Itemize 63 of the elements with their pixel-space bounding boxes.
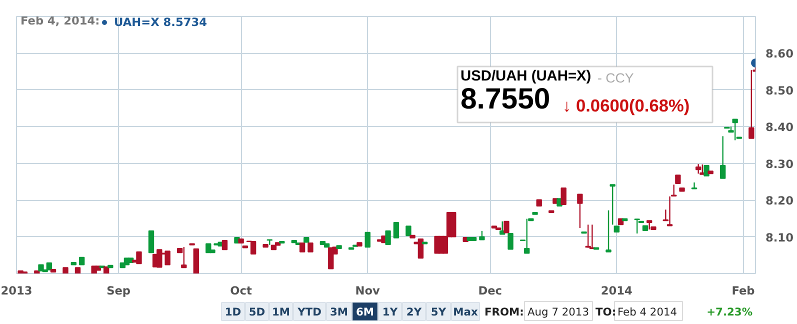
text: 3M xyxy=(330,306,348,318)
legend-label: UAH=X 8.5734 xyxy=(114,15,207,29)
text: YTD xyxy=(296,306,322,318)
y-tick-label: 8.50 xyxy=(766,83,794,98)
candlestick xyxy=(504,220,510,234)
text: 5D xyxy=(248,306,266,318)
candlestick xyxy=(524,218,530,254)
candlestick xyxy=(720,136,726,180)
text: FROM: xyxy=(484,306,524,318)
candlestick xyxy=(585,224,591,248)
candlestick xyxy=(577,194,583,229)
candlestick xyxy=(418,238,424,259)
candlestick xyxy=(606,210,612,252)
x-tick-label: Feb xyxy=(732,284,755,298)
text: 1Y xyxy=(382,306,398,318)
text: 5Y xyxy=(430,306,446,318)
candlestick xyxy=(666,196,673,226)
candlestick xyxy=(393,222,400,238)
x-tick-label: Dec xyxy=(478,284,502,298)
annotation: USD/UAH (UAH=X) xyxy=(460,68,592,84)
candlestick xyxy=(406,226,412,236)
text: Max xyxy=(453,306,478,318)
y-tick-label: 8.10 xyxy=(766,230,794,244)
candlestick xyxy=(691,182,698,190)
candlestick xyxy=(704,165,710,176)
candlestick xyxy=(646,220,652,230)
text: 1M xyxy=(272,306,290,318)
text: 6M xyxy=(356,306,374,318)
x-tick-label: Sep xyxy=(106,284,131,298)
candlestick xyxy=(181,246,187,268)
annotation: ↓ 0.0600(0.68%) xyxy=(562,96,690,116)
y-tick-label: 8.30 xyxy=(766,156,794,171)
text: 1D xyxy=(224,306,242,318)
text: TO: xyxy=(596,306,616,318)
x-tick-label: Nov xyxy=(355,284,381,298)
candlestick xyxy=(222,240,228,250)
candlestick xyxy=(364,232,370,248)
candlestick xyxy=(748,70,754,139)
candlestick xyxy=(695,163,702,174)
text: +7.23% xyxy=(706,306,753,318)
candlestick xyxy=(670,184,677,197)
text: Aug 7 2013 xyxy=(528,306,589,318)
y-tick-label: 8.40 xyxy=(766,120,794,134)
candlestick xyxy=(508,232,514,250)
y-tick-label: 8.20 xyxy=(766,194,794,208)
candlestick xyxy=(136,251,142,264)
candlestick xyxy=(148,230,154,254)
x-tick-label: 2013 xyxy=(0,284,32,298)
candlestick xyxy=(634,218,640,234)
annotation: 8.7550 xyxy=(460,82,550,116)
candlestick xyxy=(732,118,738,141)
y-tick-label: 8.60 xyxy=(766,46,794,61)
x-tick-label: 2014 xyxy=(600,284,633,298)
candlestick xyxy=(560,187,566,205)
text: 2Y xyxy=(406,306,422,318)
candlestick xyxy=(385,230,391,245)
x-tick-label: Oct xyxy=(230,284,253,298)
text: Feb 4 2014 xyxy=(618,306,678,318)
candlestick xyxy=(610,184,616,226)
candlestick xyxy=(328,247,334,270)
candlestick xyxy=(164,250,170,266)
annotation: - CCY xyxy=(598,70,634,86)
candlestick xyxy=(250,241,256,255)
